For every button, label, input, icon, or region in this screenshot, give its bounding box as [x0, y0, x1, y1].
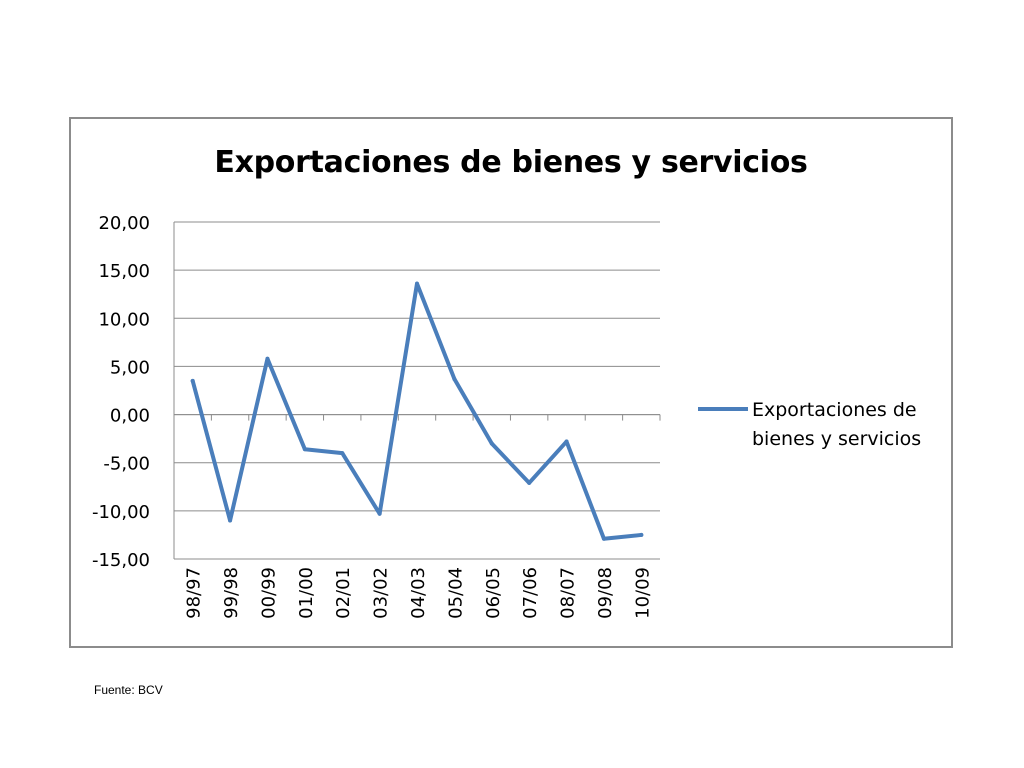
data-point	[415, 281, 419, 286]
data-point	[302, 447, 307, 452]
x-tick-label: 08/07	[558, 567, 579, 619]
y-tick-label: -10,00	[92, 502, 150, 523]
x-tick-label: 98/97	[184, 567, 205, 619]
series-line	[190, 281, 644, 541]
x-tick-label: 05/04	[445, 567, 466, 619]
x-tick-label: 02/01	[333, 567, 354, 619]
x-tick-label: 10/09	[632, 567, 653, 619]
x-tick-label: 04/03	[408, 567, 429, 619]
source-note: Fuente: BCV	[94, 683, 163, 697]
x-tick-label: 09/08	[595, 567, 616, 619]
data-point	[639, 532, 644, 537]
data-point	[452, 376, 457, 381]
data-point	[564, 439, 569, 444]
data-point	[228, 518, 233, 523]
data-point	[527, 480, 532, 485]
x-tick-label: 00/99	[258, 567, 279, 619]
data-point	[190, 378, 195, 383]
x-tick-label: 99/98	[221, 567, 242, 619]
chart-frame: Exportaciones de bienes y servicios -15,…	[69, 117, 953, 648]
data-point	[489, 441, 494, 446]
data-point	[265, 356, 270, 361]
y-tick-label: 20,00	[98, 213, 150, 234]
data-point	[601, 536, 606, 541]
x-tick-label: 06/05	[483, 567, 504, 619]
y-tick-label: 10,00	[98, 309, 150, 330]
x-tick-label: 07/06	[520, 567, 541, 619]
data-point	[377, 511, 382, 516]
x-tick-label: 01/00	[296, 567, 317, 619]
line-chart: -15,00 -10,00 -5,00 0,00 5,00 10,00 15,00 20,00…	[92, 213, 921, 619]
y-tick-label: 5,00	[110, 357, 150, 378]
x-tick-label: 03/02	[371, 567, 392, 619]
y-tick-label: -15,00	[92, 550, 150, 571]
y-tick-label: -5,00	[103, 454, 150, 475]
legend-label: Exportaciones de bienes y servicios	[752, 399, 921, 450]
chart-title: Exportaciones de bienes y servicios	[214, 145, 808, 180]
y-tick-label: 0,00	[110, 406, 150, 427]
data-point	[340, 451, 345, 456]
y-tick-label: 15,00	[98, 261, 150, 282]
